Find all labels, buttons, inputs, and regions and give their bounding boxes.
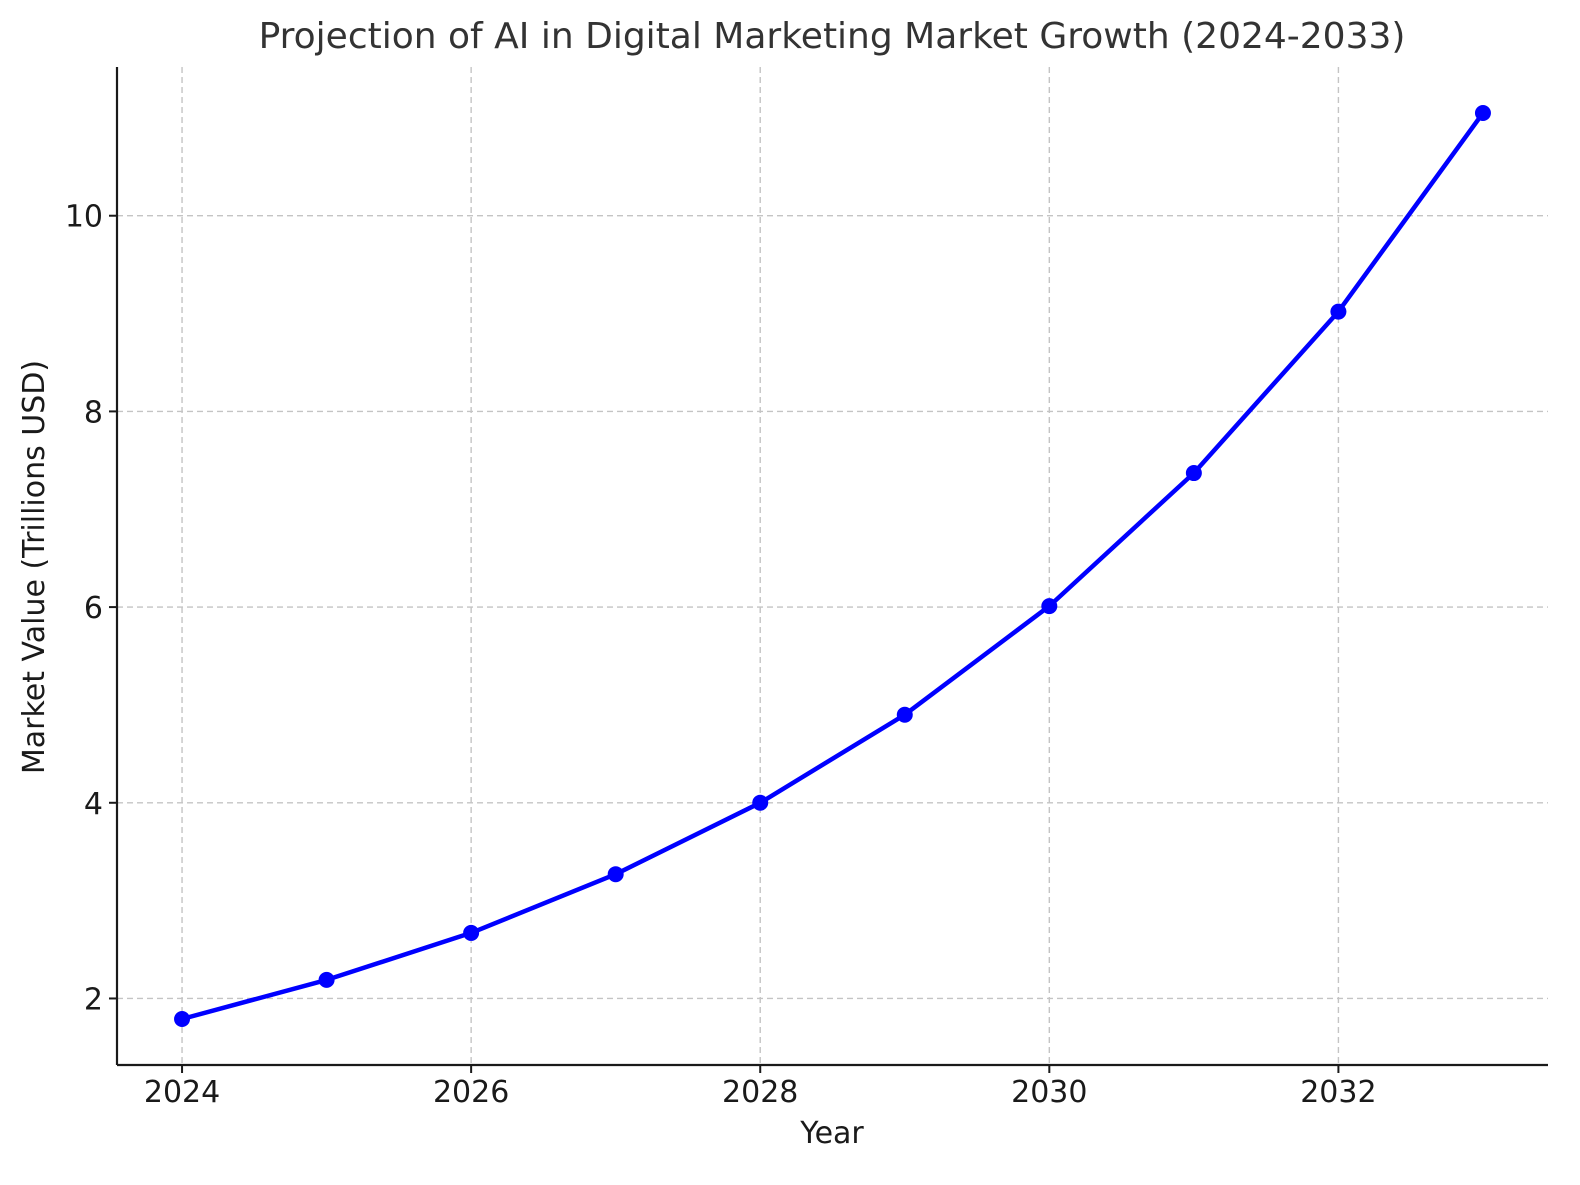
x-axis-label: Year [799, 1116, 864, 1151]
data-point-marker [1185, 465, 1202, 482]
x-tick-label: 2032 [1300, 1075, 1376, 1110]
y-tick-label: 4 [84, 787, 103, 822]
y-tick-label: 8 [84, 395, 103, 430]
data-point-marker [752, 794, 769, 811]
data-point-marker [174, 1011, 191, 1028]
chart-title: Projection of AI in Digital Marketing Ma… [259, 16, 1406, 57]
x-tick-label: 2030 [1011, 1075, 1087, 1110]
axes [115, 67, 1548, 1067]
grid [117, 67, 1548, 1065]
y-axis-label: Market Value (Trillions USD) [17, 360, 52, 774]
data-point-marker [1041, 598, 1058, 615]
data-point-marker [1474, 104, 1491, 121]
y-tick-label: 6 [84, 591, 103, 626]
x-tick-label: 2026 [433, 1075, 509, 1110]
y-tick-label: 10 [65, 200, 103, 235]
ticks: 2024 2026 2028 2030 2032 2 4 6 8 10 [65, 200, 1377, 1110]
data-point-marker [1330, 303, 1347, 320]
x-tick-label: 2028 [722, 1075, 798, 1110]
data-point-marker [607, 866, 624, 883]
series [174, 104, 1491, 1028]
series-line [179, 110, 1486, 1022]
x-tick-label: 2024 [144, 1075, 220, 1110]
data-point-marker [318, 971, 335, 988]
y-tick-label: 2 [84, 982, 103, 1017]
data-point-marker [896, 706, 913, 723]
data-point-marker [463, 924, 480, 941]
